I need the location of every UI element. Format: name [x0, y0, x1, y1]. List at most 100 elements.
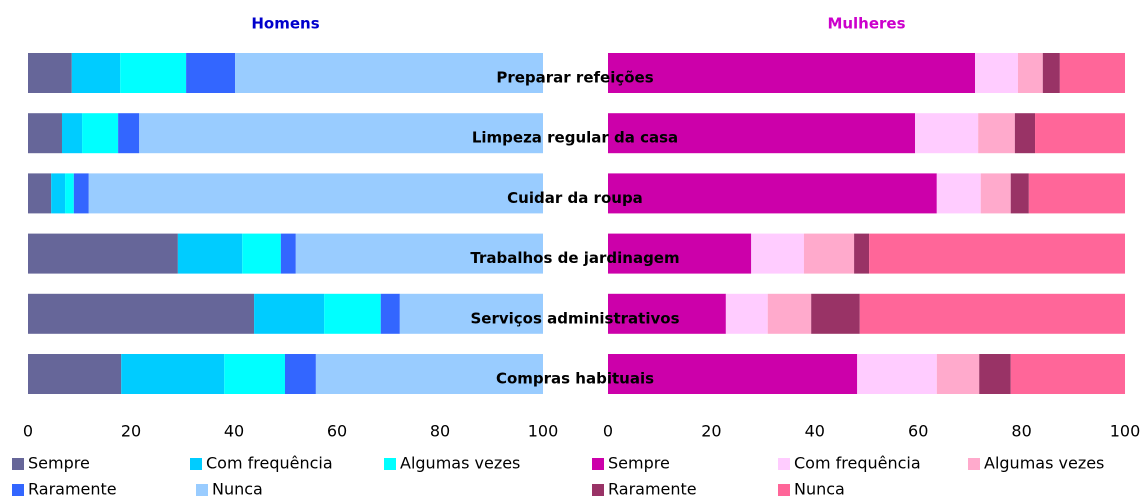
- bar-segment: [1017, 53, 1043, 93]
- x-tick-label: 0: [603, 422, 613, 441]
- bar-segment: [399, 293, 543, 334]
- x-tick-label: 40: [805, 422, 825, 441]
- legend-swatch: [778, 458, 790, 470]
- bar-segment: [859, 293, 1125, 334]
- bar-segment: [978, 113, 1015, 154]
- bar-segment: [854, 233, 870, 274]
- bar-segment: [28, 354, 122, 394]
- bar-segment: [936, 354, 980, 394]
- bar-segment: [915, 113, 979, 154]
- bar-segment: [121, 354, 225, 394]
- legend-swatch: [592, 484, 604, 496]
- chart-title: Mulheres: [827, 15, 905, 33]
- legend-label: Sempre: [28, 454, 90, 473]
- bar-segment: [254, 293, 325, 334]
- legend-label: Raramente: [608, 480, 697, 499]
- x-tick-label: 0: [23, 422, 33, 441]
- legend-label: Com frequência: [206, 454, 333, 473]
- bar-segment: [767, 293, 812, 334]
- chart-title: Homens: [251, 15, 319, 33]
- bar-segment: [1010, 354, 1125, 394]
- category-label: Preparar refeições: [496, 69, 653, 87]
- x-tick-label: 40: [224, 422, 244, 441]
- legend-swatch: [592, 458, 604, 470]
- legend-swatch: [190, 458, 202, 470]
- bar-segment: [224, 354, 285, 394]
- bar-segment: [380, 293, 400, 334]
- bar-segment: [280, 233, 296, 274]
- legend-swatch: [778, 484, 790, 496]
- legend-label: Sempre: [608, 454, 670, 473]
- bar-segment: [725, 293, 768, 334]
- x-tick-label: 20: [121, 422, 141, 441]
- legend-label: Com frequência: [794, 454, 921, 473]
- bar-segment: [975, 53, 1018, 93]
- legend-label: Raramente: [28, 480, 117, 499]
- bar-segment: [608, 173, 937, 214]
- bar-segment: [235, 53, 543, 93]
- bar-segment: [82, 113, 119, 154]
- bar-segment: [979, 354, 1011, 394]
- bar-segment: [242, 233, 281, 274]
- bar-segment: [980, 173, 1011, 214]
- bar-segment: [28, 53, 72, 93]
- bar-segment: [284, 354, 316, 394]
- bar-segment: [857, 354, 937, 394]
- bar-segment: [1028, 173, 1125, 214]
- bar-segment: [608, 293, 726, 334]
- bar-segment: [28, 233, 178, 274]
- bar-segment: [869, 233, 1125, 274]
- bar-segment: [324, 293, 381, 334]
- bar-segment: [295, 233, 543, 274]
- x-tick-label: 80: [430, 422, 450, 441]
- bar-segment: [118, 113, 140, 154]
- bar-segment: [315, 354, 543, 394]
- bar-segment: [811, 293, 860, 334]
- bar-segment: [803, 233, 855, 274]
- bar-segment: [73, 173, 89, 214]
- bar-segment: [1014, 113, 1036, 154]
- bar-segment: [65, 173, 74, 214]
- bar-segment: [139, 113, 544, 154]
- x-tick-label: 100: [528, 422, 559, 441]
- legend-swatch: [12, 458, 24, 470]
- bar-segment: [51, 173, 66, 214]
- legend-label: Algumas vezes: [400, 454, 520, 473]
- bar-segment: [1059, 53, 1125, 93]
- legend-label: Nunca: [794, 480, 845, 499]
- bar-segment: [120, 53, 187, 93]
- category-label: Trabalhos de jardinagem: [470, 249, 679, 267]
- bar-segment: [1010, 173, 1029, 214]
- legend-swatch: [384, 458, 396, 470]
- x-tick-label: 100: [1110, 422, 1141, 441]
- legend-label: Nunca: [212, 480, 263, 499]
- bar-segment: [186, 53, 236, 93]
- legend-swatch: [12, 484, 24, 496]
- legend-swatch: [196, 484, 208, 496]
- bar-segment: [28, 173, 52, 214]
- bar-segment: [608, 233, 752, 274]
- bar-segment: [751, 233, 804, 274]
- bar-segment: [28, 113, 62, 154]
- bar-segment: [608, 113, 916, 154]
- category-label: Serviços administrativos: [470, 309, 679, 327]
- bar-segment: [28, 293, 255, 334]
- bar-segment: [61, 113, 83, 154]
- category-label: Cuidar da roupa: [507, 189, 643, 207]
- bar-segment: [88, 173, 544, 214]
- x-tick-label: 80: [1011, 422, 1031, 441]
- legend-swatch: [968, 458, 980, 470]
- category-label: Compras habituais: [496, 370, 654, 388]
- x-tick-label: 20: [701, 422, 721, 441]
- bar-segment: [1042, 53, 1060, 93]
- bar-segment: [608, 354, 858, 394]
- legend-label: Algumas vezes: [984, 454, 1104, 473]
- bar-segment: [1035, 113, 1125, 154]
- x-tick-label: 60: [327, 422, 347, 441]
- bar-segment: [936, 173, 981, 214]
- bar-segment: [608, 53, 976, 93]
- bar-segment: [177, 233, 243, 274]
- category-label: Limpeza regular da casa: [472, 129, 678, 147]
- bar-segment: [71, 53, 121, 93]
